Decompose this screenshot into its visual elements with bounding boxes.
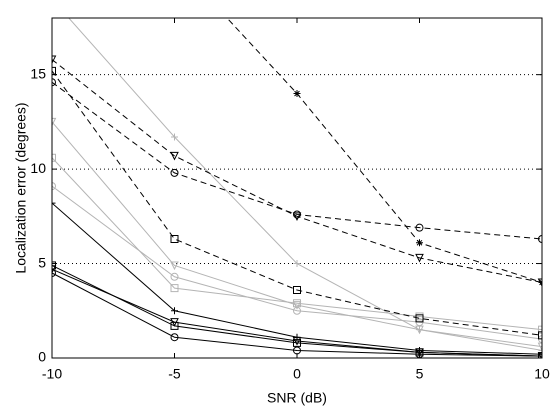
series <box>52 78 542 243</box>
y-tick-label: 10 <box>30 160 46 176</box>
series <box>52 55 542 288</box>
marker <box>416 239 423 247</box>
marker <box>292 337 302 346</box>
marker <box>170 168 179 177</box>
series-line <box>52 157 542 331</box>
marker <box>52 265 57 274</box>
marker <box>538 331 542 340</box>
marker <box>293 90 301 98</box>
x-tick-label: -10 <box>42 366 62 382</box>
series-line <box>52 70 542 336</box>
marker <box>293 286 301 294</box>
plot <box>49 0 542 358</box>
y-tick-label: 5 <box>38 254 46 270</box>
series <box>226 18 542 286</box>
marker <box>537 342 542 352</box>
marker <box>52 55 57 65</box>
marker <box>52 66 56 75</box>
y-axis-label: Localization error (degrees) <box>13 102 29 273</box>
marker <box>415 348 424 357</box>
marker <box>52 153 56 162</box>
marker <box>538 325 542 334</box>
x-tick-label: 0 <box>293 366 301 382</box>
y-tick-label: 15 <box>30 65 46 81</box>
marker <box>292 301 302 310</box>
marker <box>293 338 301 347</box>
x-axis-label: SNR (dB) <box>267 390 327 406</box>
marker <box>49 0 56 3</box>
marker <box>170 151 179 161</box>
series <box>52 117 542 352</box>
marker <box>292 212 302 221</box>
marker <box>52 78 56 87</box>
x-tick-label: 5 <box>416 366 424 382</box>
ticks: 0 5 10 15 -10 -5 0 5 10 <box>30 18 550 382</box>
marker <box>415 253 424 263</box>
marker <box>170 235 179 243</box>
marker <box>52 269 56 277</box>
series-line <box>52 268 542 357</box>
series-line <box>52 121 542 348</box>
marker <box>170 333 179 342</box>
marker <box>538 352 542 358</box>
marker <box>293 260 301 268</box>
marker <box>52 117 57 127</box>
marker <box>52 182 56 191</box>
marker <box>293 210 301 219</box>
marker <box>170 272 179 281</box>
y-tick-label: 0 <box>38 349 46 365</box>
marker <box>538 235 542 243</box>
marker <box>293 306 301 315</box>
marker <box>415 325 424 335</box>
marker <box>170 261 179 271</box>
x-tick-label: -5 <box>168 366 181 382</box>
marker <box>170 284 179 293</box>
marker <box>52 199 56 207</box>
series-line <box>52 185 542 340</box>
marker <box>537 278 542 288</box>
marker <box>538 346 542 354</box>
marker <box>171 307 178 315</box>
series-line <box>52 81 542 240</box>
marker <box>171 133 178 141</box>
marker <box>170 318 179 327</box>
marker <box>293 299 301 308</box>
series <box>52 66 542 340</box>
marker <box>415 223 424 232</box>
series-line <box>52 59 542 283</box>
series-line <box>52 272 542 357</box>
x-tick-label: 10 <box>534 366 550 382</box>
marker <box>415 314 424 323</box>
